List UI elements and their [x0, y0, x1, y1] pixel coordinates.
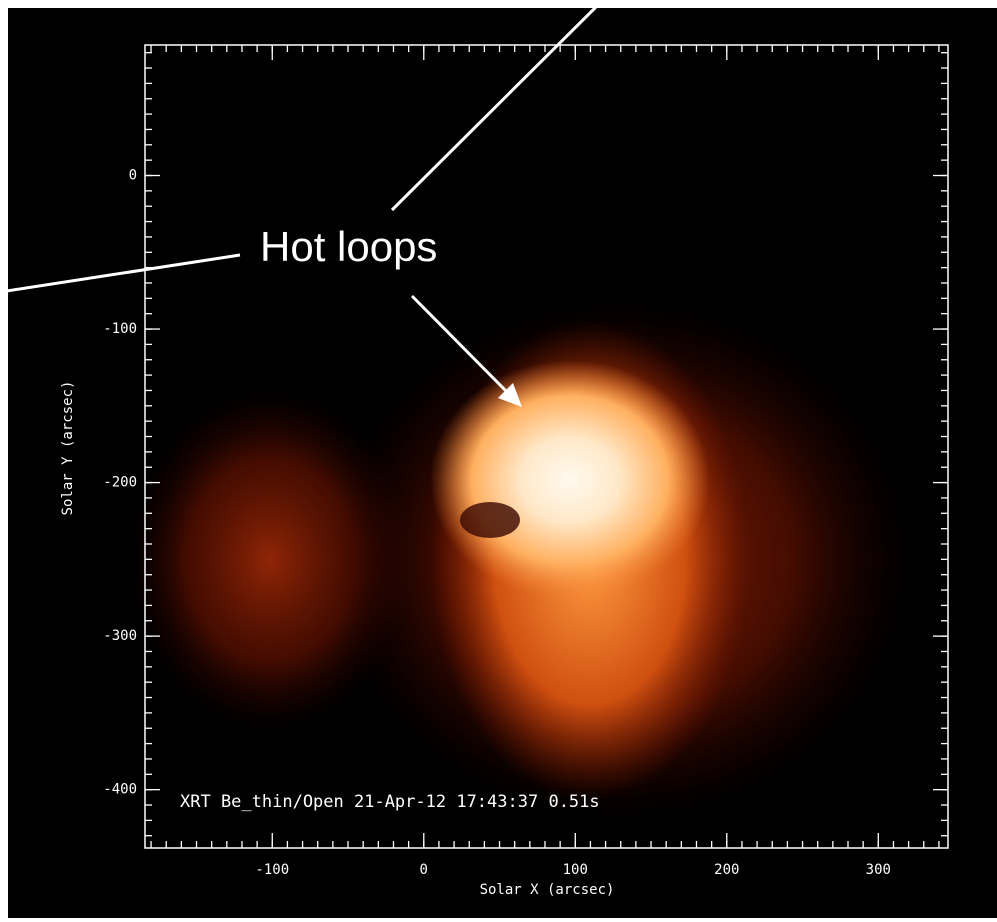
chart: Hot loops XRT Be_thin/Open 21-Apr-12 17:… — [0, 0, 997, 918]
x-axis-label: Solar X (arcsec) — [480, 882, 615, 898]
y-tick-label: -400 — [103, 782, 137, 798]
hot-loops — [430, 360, 710, 600]
y-tick-label: -200 — [103, 475, 137, 491]
x-tick-label: 100 — [563, 862, 588, 878]
y-tick-label: 0 — [129, 168, 137, 184]
x-tick-label: -100 — [255, 862, 289, 878]
x-tick-label: 300 — [866, 862, 891, 878]
annotation: Hot loops — [260, 223, 437, 270]
y-tick-label: -300 — [103, 628, 137, 644]
x-tick-label: 0 — [420, 862, 428, 878]
y-axis-label: Solar Y (arcsec) — [60, 381, 76, 516]
caption: XRT Be_thin/Open 21-Apr-12 17:43:37 0.51… — [180, 792, 600, 812]
dark-lane — [460, 502, 520, 538]
page: {"chart_data": {"type": "image", "xlabel… — [0, 0, 997, 918]
x-tick-label: 200 — [714, 862, 739, 878]
y-tick-label: -100 — [103, 321, 137, 337]
